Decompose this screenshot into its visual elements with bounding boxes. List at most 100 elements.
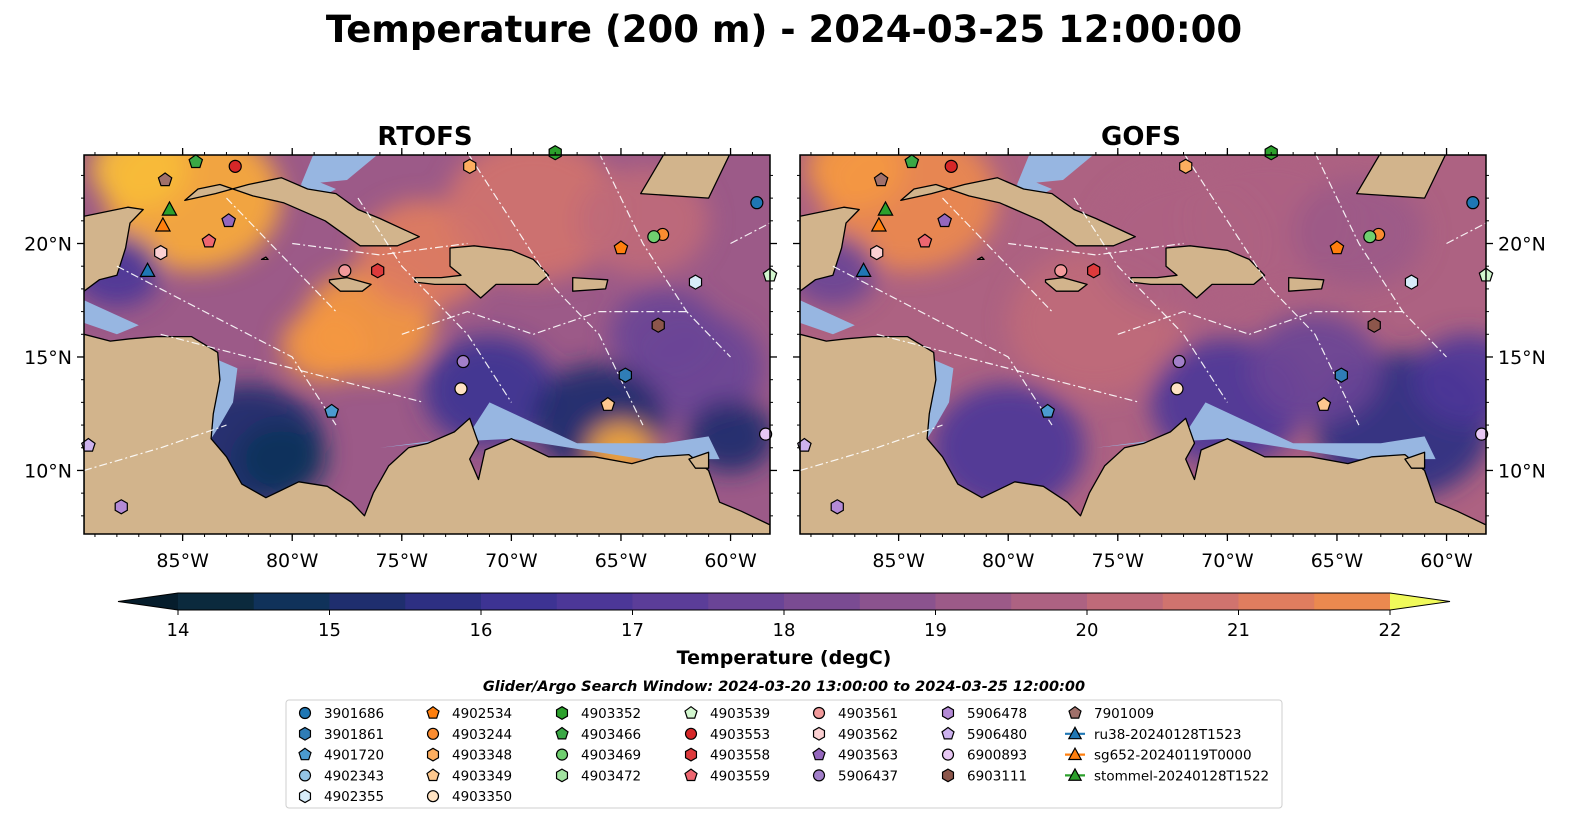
colorbar-label: Temperature (degC): [677, 647, 892, 669]
float-marker-3901861: [1334, 367, 1349, 383]
eez-boundary-line: [876, 333, 1140, 403]
colorbar-tick-label: 20: [1076, 620, 1099, 641]
colorbar-tick-label: 22: [1379, 620, 1402, 641]
colorbar-bin: [859, 593, 937, 610]
land-polygon: [1404, 451, 1426, 469]
colorbar-bin: [708, 593, 785, 610]
glider-marker-sg652-20240119T0000: [870, 216, 888, 232]
float-marker-4903562: [154, 244, 168, 261]
glider-marker-sg652-20240119T0000: [154, 216, 172, 232]
legend-label: 5906480: [967, 727, 1027, 743]
legend-label: stommel-20240128T1522: [1094, 768, 1269, 784]
land-masses: [800, 155, 1486, 534]
colorbar-extend-high: [1390, 593, 1450, 610]
shallow-shelf: [1017, 155, 1094, 185]
rtofs-panel-title: RTOFS: [377, 122, 472, 152]
legend-item: 4903559: [684, 768, 770, 784]
colorbar-bin: [178, 593, 255, 610]
legend-label: 3901686: [324, 706, 384, 722]
glider-marker-stommel-20240128T1522: [877, 200, 894, 216]
colorbar-bin: [1314, 593, 1391, 610]
colorbar-tick-label: 21: [1227, 620, 1250, 641]
float-marker-4903350: [1170, 382, 1184, 396]
legend-label: 4903553: [710, 727, 770, 743]
legend-item: 7901009: [1068, 705, 1154, 722]
legend-marker: [426, 705, 440, 719]
x-tick-label: 80°W: [982, 550, 1035, 572]
float-marker-4903350: [454, 382, 468, 396]
legend-label: 4903469: [581, 748, 641, 764]
x-tick-label: 65°W: [1311, 550, 1364, 572]
legend-marker: [555, 748, 569, 761]
legend-item: sg652-20240119T0000: [1065, 746, 1252, 764]
float-marker-3901686: [750, 196, 764, 210]
legend-item: 3901861: [298, 727, 384, 743]
colorbar-bin: [935, 593, 1012, 610]
legend-marker: [426, 727, 440, 740]
legend-item: 4903558: [684, 747, 770, 764]
land-polygon: [976, 256, 985, 261]
legend-marker: [684, 747, 698, 762]
colorbar-bin: [1162, 593, 1240, 610]
eez-boundary-line: [1008, 242, 1184, 256]
float-marker-4903466: [188, 154, 204, 169]
legend-marker: [555, 706, 569, 720]
float-marker-7901009: [157, 172, 173, 187]
legend-marker: [298, 706, 312, 720]
legend-item: 4903553: [684, 727, 770, 743]
legend-label: 4903561: [838, 706, 898, 722]
float-marker-4902534: [1329, 240, 1345, 255]
shallow-shelf: [301, 155, 378, 185]
glider-marker-ru38-20240128T1523: [139, 261, 156, 277]
colorbar-bin: [556, 593, 634, 610]
temperature-patch: [237, 422, 326, 496]
shallow-shelf: [84, 300, 139, 335]
legend-label: 4902355: [324, 789, 384, 805]
legend-marker: [298, 789, 312, 804]
x-tick-label: 70°W: [485, 550, 538, 572]
land-polygon: [1044, 276, 1088, 292]
eez-boundary-line: [1184, 155, 1360, 426]
legend-item: 6903111: [941, 768, 1027, 784]
float-marker-4903469: [647, 230, 661, 244]
land-polygon: [84, 206, 144, 292]
legend-marker: [812, 769, 826, 782]
eez-boundary-line: [1117, 310, 1403, 335]
legend-item: 5906480: [941, 726, 1027, 743]
colorbar-bin: [784, 593, 861, 610]
legend-label: 5906478: [967, 706, 1027, 722]
colorbar-tick-label: 15: [318, 620, 341, 641]
legend: 3901686 3901861 4901720 4902343 4902355 49025…: [298, 705, 1269, 805]
colorbar-tick-label: 17: [621, 620, 644, 641]
legend-item: 4903561: [812, 706, 898, 722]
legend-item: 4902355: [298, 789, 384, 805]
float-marker-4901720: [324, 403, 340, 418]
legend-label: 7901009: [1094, 706, 1154, 722]
legend-item: 4902343: [298, 768, 384, 784]
y-tick-label: 20°N: [1498, 234, 1546, 256]
temperature-patch: [806, 155, 903, 209]
zone-boundaries: [800, 155, 1486, 472]
shallow-shelf: [1095, 402, 1436, 460]
legend-label: 4903348: [452, 748, 512, 764]
float-marker-4903469: [1363, 230, 1377, 244]
legend-item: stommel-20240128T1522: [1065, 767, 1269, 784]
x-tick-label: 60°W: [1420, 550, 1473, 572]
legend-label: 4903352: [581, 706, 641, 722]
temperature-patch: [1249, 313, 1381, 423]
legend-item: 4902534: [426, 705, 512, 722]
legend-marker: [941, 748, 955, 761]
legend-box: [285, 699, 1283, 809]
legend-label: 4903562: [838, 727, 898, 743]
colorbar-bin: [329, 593, 406, 610]
y-tick-label: 15°N: [1498, 347, 1546, 369]
legend-item: ru38-20240128T1523: [1065, 726, 1241, 743]
land-polygon: [1288, 276, 1325, 292]
legend-label: 4903558: [710, 748, 770, 764]
legend-marker: [555, 726, 569, 740]
legend-label: 4901720: [324, 748, 384, 764]
legend-marker: [426, 768, 440, 782]
gofs-map-frame: [799, 154, 1487, 535]
legend-item: 6900893: [941, 748, 1027, 764]
